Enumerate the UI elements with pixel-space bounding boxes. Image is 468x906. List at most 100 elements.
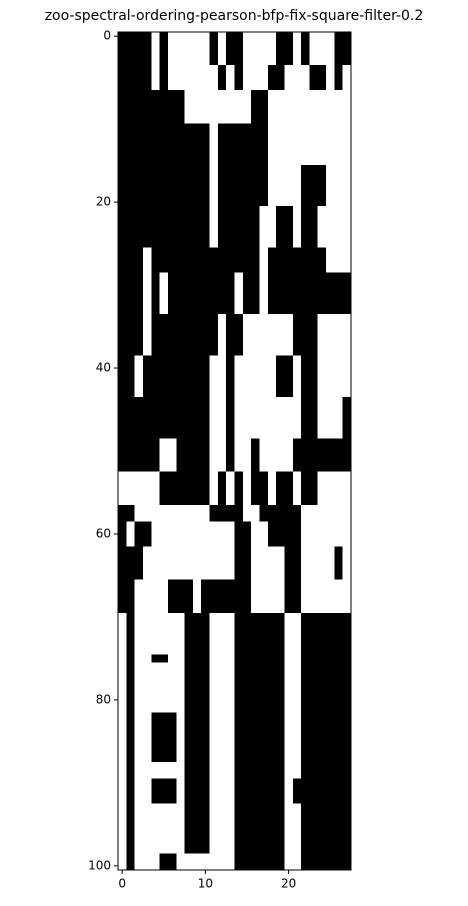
cell (159, 720, 169, 730)
cell (334, 554, 343, 564)
cell (292, 820, 302, 829)
cell (126, 612, 135, 622)
cell (192, 397, 202, 406)
cell (326, 173, 335, 182)
cell (317, 131, 327, 141)
cell (126, 65, 135, 74)
cell (118, 828, 127, 838)
cell (159, 811, 169, 821)
cell (251, 239, 260, 249)
cell (134, 181, 144, 190)
cell (292, 455, 302, 464)
cell (334, 73, 343, 83)
cell (234, 438, 244, 448)
cell (151, 720, 160, 730)
cell (242, 455, 252, 464)
cell (309, 853, 319, 863)
cell (292, 828, 302, 838)
cell (251, 745, 260, 755)
cell (301, 280, 310, 290)
cell (118, 728, 127, 738)
cell (292, 695, 302, 705)
cell (176, 114, 185, 124)
cell (292, 753, 302, 763)
cell (284, 480, 294, 489)
cell (184, 820, 194, 829)
cell (234, 231, 244, 240)
cell (326, 114, 335, 124)
cell (317, 363, 327, 373)
cell (151, 820, 160, 829)
cell (226, 256, 235, 265)
cell (301, 181, 310, 190)
cell (284, 413, 294, 423)
cell (201, 455, 210, 464)
cell (251, 164, 260, 174)
cell (176, 98, 185, 107)
cell (326, 845, 335, 854)
cell (242, 828, 252, 838)
cell (301, 596, 310, 605)
cell (151, 770, 160, 780)
cell (251, 463, 260, 473)
cell (234, 272, 244, 282)
cell (209, 811, 219, 821)
cell (209, 305, 219, 315)
cell (317, 421, 327, 431)
cell (342, 662, 352, 672)
cell (118, 231, 127, 240)
cell (342, 305, 352, 315)
cell (251, 413, 260, 423)
cell (309, 704, 319, 713)
cell (276, 397, 285, 406)
cell (167, 811, 177, 821)
cell (192, 770, 202, 780)
cell (126, 56, 135, 66)
cell (342, 811, 352, 821)
cell (126, 695, 135, 705)
cell (251, 762, 260, 771)
cell (234, 289, 244, 298)
cell (259, 861, 269, 871)
cell (284, 513, 294, 522)
cell (184, 455, 194, 464)
cell (317, 372, 327, 381)
cell (159, 670, 169, 680)
cell (259, 662, 269, 672)
cell (326, 90, 335, 99)
cell (342, 421, 352, 431)
cell (176, 571, 185, 580)
cell (192, 753, 202, 763)
cell (267, 811, 277, 821)
cell (151, 264, 160, 273)
cell (192, 305, 202, 315)
cell (118, 579, 127, 589)
cell (342, 98, 352, 107)
cell (251, 795, 260, 804)
cell (267, 98, 277, 107)
cell (284, 670, 294, 680)
cell (276, 90, 285, 99)
cell (284, 256, 294, 265)
cell (251, 728, 260, 738)
cell (284, 206, 294, 215)
cell (192, 787, 202, 796)
cell (251, 330, 260, 340)
cell (334, 139, 343, 149)
cell (251, 621, 260, 630)
cell (267, 148, 277, 157)
cell (159, 123, 169, 132)
cell (209, 197, 219, 207)
cell (267, 214, 277, 224)
cell (142, 571, 152, 580)
cell (142, 148, 152, 157)
cell (317, 770, 327, 780)
cell (118, 546, 127, 556)
cell (159, 604, 169, 614)
cell (309, 587, 319, 597)
cell (317, 247, 327, 257)
cell (126, 438, 135, 448)
cell (151, 397, 160, 406)
cell (159, 637, 169, 647)
cell (301, 239, 310, 249)
